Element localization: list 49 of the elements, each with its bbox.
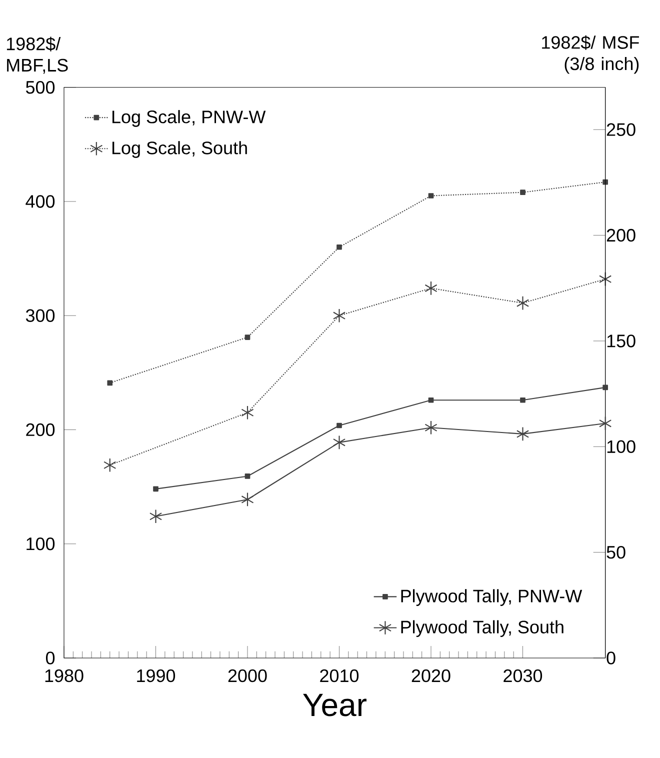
y2-tick-label: 0 <box>606 652 616 664</box>
point <box>520 397 526 403</box>
legend-label: Log Scale, PNW-W <box>112 110 266 127</box>
point <box>599 272 612 286</box>
y2-tick-label: 100 <box>607 440 636 454</box>
point <box>104 458 116 472</box>
point <box>599 416 612 431</box>
y-tick-label: 300 <box>26 309 55 322</box>
y2-tick-label: 200 <box>606 228 636 242</box>
y-tick-label: 400 <box>26 195 55 208</box>
point <box>244 474 250 479</box>
y-axis-title: 1982$/ MBF,LS <box>6 36 68 74</box>
point <box>107 380 113 386</box>
point <box>332 435 346 450</box>
x-tick-label: 2030 <box>504 669 542 682</box>
x-tick-label: 2000 <box>228 669 267 682</box>
point <box>516 426 530 442</box>
point <box>336 422 342 428</box>
x-axis-title: Year <box>303 694 366 716</box>
legend-label: Log Scale, South <box>112 141 247 158</box>
x-tick-label: 2020 <box>412 669 450 682</box>
point <box>332 308 346 323</box>
y-tick-label: 100 <box>26 537 55 550</box>
x-tick-label: 1980 <box>45 669 84 682</box>
legend-label: Plywood Tally, PNW-W <box>401 589 582 606</box>
point <box>241 492 254 507</box>
y-tick-label: 200 <box>26 423 55 436</box>
legend-label: Plywood Tally, South <box>401 620 564 638</box>
point <box>602 179 608 185</box>
point <box>244 334 250 340</box>
y-tick-label: 500 <box>26 80 55 94</box>
point <box>428 193 434 198</box>
point <box>424 420 438 435</box>
point <box>241 405 254 420</box>
x-tick-label: 2010 <box>320 669 359 682</box>
y2-tick-label: 150 <box>607 334 636 348</box>
point <box>602 384 608 390</box>
y-tick-label: 0 <box>46 652 55 664</box>
y2-axis-title: 1982$/ MSF (3/8 inch) <box>542 35 639 74</box>
point <box>149 509 162 524</box>
y2-tick-label: 250 <box>606 123 636 136</box>
point <box>153 486 158 492</box>
point <box>336 244 342 250</box>
y2-tick-label: 50 <box>606 546 626 559</box>
point <box>516 296 530 310</box>
point <box>428 397 434 403</box>
x-tick-label: 1990 <box>137 669 176 682</box>
point <box>424 281 438 296</box>
point <box>520 190 526 196</box>
